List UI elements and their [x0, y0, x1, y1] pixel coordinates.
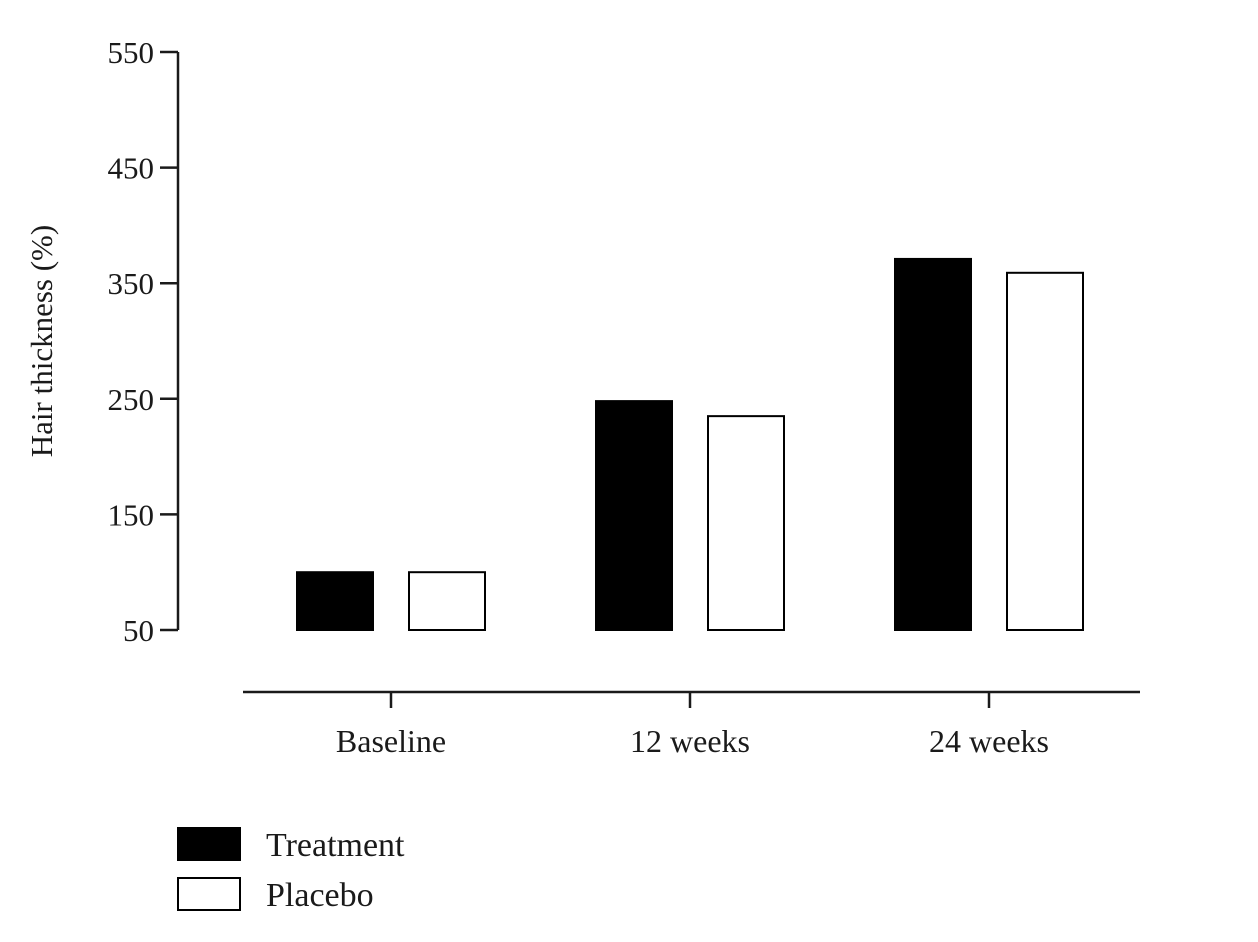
bar-placebo-1 — [707, 415, 785, 632]
bar-placebo-0 — [408, 571, 486, 632]
y-tick-label: 450 — [108, 151, 155, 186]
legend-swatch-placebo — [177, 877, 241, 911]
legend: Treatment Placebo — [177, 827, 405, 914]
legend-label-treatment: Treatment — [266, 827, 405, 864]
y-tick-label: 350 — [108, 266, 155, 301]
x-tick-label: 24 weeks — [929, 723, 1049, 759]
bars — [296, 257, 1084, 632]
bar-treatment-2 — [894, 257, 972, 631]
y-tick-label: 550 — [108, 35, 155, 70]
y-ticks: 550 450 350 250 150 50 — [108, 35, 178, 648]
x-tick-label: 12 weeks — [630, 723, 750, 759]
x-tick-label: Baseline — [336, 723, 446, 759]
y-axis-title: Hair thickness (%) — [24, 225, 59, 457]
y-tick-label: 250 — [108, 382, 155, 417]
y-tick-label: 150 — [108, 497, 155, 532]
y-tick-label: 50 — [123, 613, 154, 648]
legend-label-placebo: Placebo — [266, 877, 374, 914]
bar-placebo-2 — [1006, 271, 1084, 631]
bar-treatment-1 — [595, 400, 673, 631]
x-ticks: Baseline 12 weeks 24 weeks — [336, 692, 1049, 759]
bar-treatment-0 — [296, 571, 374, 632]
legend-swatch-treatment — [177, 827, 241, 861]
